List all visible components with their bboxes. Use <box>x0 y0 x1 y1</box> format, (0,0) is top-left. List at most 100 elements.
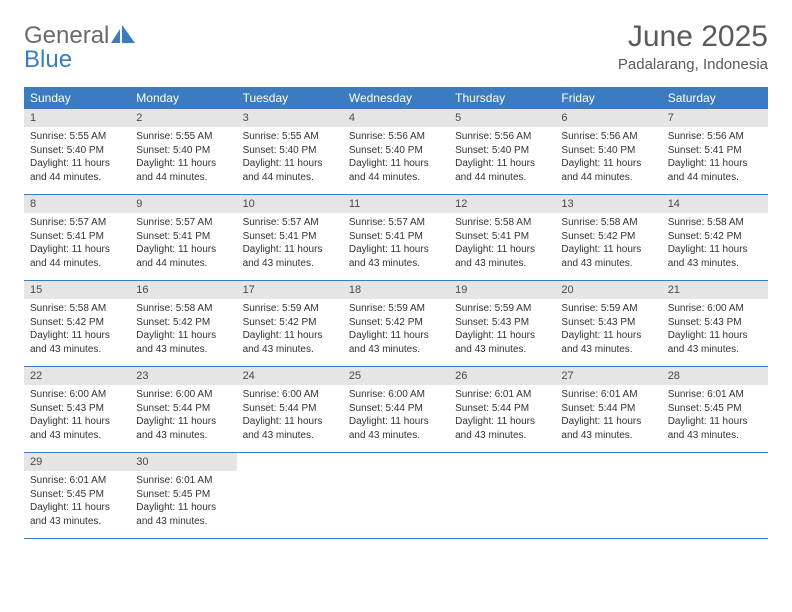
sunrise-text: Sunrise: 5:57 AM <box>30 216 124 230</box>
daylight-text-2: and 43 minutes. <box>30 515 124 529</box>
day-details: Sunrise: 6:01 AMSunset: 5:44 PMDaylight:… <box>555 385 661 452</box>
day-number: 18 <box>343 281 449 299</box>
day-cell: 12Sunrise: 5:58 AMSunset: 5:41 PMDayligh… <box>449 195 555 281</box>
daylight-text-1: Daylight: 11 hours <box>668 157 762 171</box>
day-details: Sunrise: 6:01 AMSunset: 5:45 PMDaylight:… <box>24 471 130 538</box>
day-cell: 1Sunrise: 5:55 AMSunset: 5:40 PMDaylight… <box>24 109 130 195</box>
day-number: 13 <box>555 195 661 213</box>
day-number: 23 <box>130 367 236 385</box>
daylight-text-1: Daylight: 11 hours <box>136 501 230 515</box>
day-cell: 18Sunrise: 5:59 AMSunset: 5:42 PMDayligh… <box>343 281 449 367</box>
daylight-text-2: and 43 minutes. <box>243 257 337 271</box>
day-header-sat: Saturday <box>662 87 768 109</box>
logo-general: General <box>24 22 109 49</box>
day-details: Sunrise: 6:01 AMSunset: 5:44 PMDaylight:… <box>449 385 555 452</box>
day-cell: 28Sunrise: 6:01 AMSunset: 5:45 PMDayligh… <box>662 367 768 453</box>
day-number: 15 <box>24 281 130 299</box>
day-details: Sunrise: 6:01 AMSunset: 5:45 PMDaylight:… <box>130 471 236 538</box>
daylight-text-1: Daylight: 11 hours <box>349 243 443 257</box>
daylight-text-1: Daylight: 11 hours <box>561 415 655 429</box>
day-cell: 24Sunrise: 6:00 AMSunset: 5:44 PMDayligh… <box>237 367 343 453</box>
calendar-body: 1Sunrise: 5:55 AMSunset: 5:40 PMDaylight… <box>24 109 768 539</box>
sunrise-text: Sunrise: 6:00 AM <box>136 388 230 402</box>
daylight-text-2: and 43 minutes. <box>561 257 655 271</box>
daylight-text-1: Daylight: 11 hours <box>243 329 337 343</box>
daylight-text-1: Daylight: 11 hours <box>455 243 549 257</box>
sunrise-text: Sunrise: 6:00 AM <box>243 388 337 402</box>
sunrise-text: Sunrise: 5:57 AM <box>243 216 337 230</box>
day-number: 17 <box>237 281 343 299</box>
daylight-text-2: and 44 minutes. <box>136 257 230 271</box>
daylight-text-1: Daylight: 11 hours <box>561 157 655 171</box>
day-number: 25 <box>343 367 449 385</box>
day-header-thu: Thursday <box>449 87 555 109</box>
day-details: Sunrise: 5:58 AMSunset: 5:42 PMDaylight:… <box>130 299 236 366</box>
sunset-text: Sunset: 5:43 PM <box>455 316 549 330</box>
day-details: Sunrise: 6:00 AMSunset: 5:43 PMDaylight:… <box>662 299 768 366</box>
daylight-text-1: Daylight: 11 hours <box>243 157 337 171</box>
daylight-text-2: and 44 minutes. <box>349 171 443 185</box>
sunset-text: Sunset: 5:40 PM <box>349 144 443 158</box>
day-details: Sunrise: 5:56 AMSunset: 5:40 PMDaylight:… <box>555 127 661 194</box>
day-number: 27 <box>555 367 661 385</box>
day-number: 5 <box>449 109 555 127</box>
day-number: 28 <box>662 367 768 385</box>
sunset-text: Sunset: 5:40 PM <box>561 144 655 158</box>
day-cell: 25Sunrise: 6:00 AMSunset: 5:44 PMDayligh… <box>343 367 449 453</box>
day-details: Sunrise: 6:01 AMSunset: 5:45 PMDaylight:… <box>662 385 768 452</box>
day-cell: 10Sunrise: 5:57 AMSunset: 5:41 PMDayligh… <box>237 195 343 281</box>
day-header-row: Sunday Monday Tuesday Wednesday Thursday… <box>24 87 768 109</box>
daylight-text-2: and 43 minutes. <box>349 429 443 443</box>
sunrise-text: Sunrise: 6:01 AM <box>668 388 762 402</box>
daylight-text-1: Daylight: 11 hours <box>136 157 230 171</box>
day-cell: 11Sunrise: 5:57 AMSunset: 5:41 PMDayligh… <box>343 195 449 281</box>
daylight-text-2: and 44 minutes. <box>243 171 337 185</box>
week-row: 29Sunrise: 6:01 AMSunset: 5:45 PMDayligh… <box>24 453 768 539</box>
day-details: Sunrise: 5:58 AMSunset: 5:42 PMDaylight:… <box>662 213 768 280</box>
day-cell: 21Sunrise: 6:00 AMSunset: 5:43 PMDayligh… <box>662 281 768 367</box>
day-cell: 5Sunrise: 5:56 AMSunset: 5:40 PMDaylight… <box>449 109 555 195</box>
day-number: 8 <box>24 195 130 213</box>
sunrise-text: Sunrise: 5:58 AM <box>30 302 124 316</box>
week-row: 1Sunrise: 5:55 AMSunset: 5:40 PMDaylight… <box>24 109 768 195</box>
sunset-text: Sunset: 5:44 PM <box>561 402 655 416</box>
day-number: 12 <box>449 195 555 213</box>
day-cell <box>662 453 768 539</box>
daylight-text-2: and 43 minutes. <box>455 343 549 357</box>
sunrise-text: Sunrise: 6:00 AM <box>668 302 762 316</box>
page-title: June 2025 <box>618 20 768 54</box>
sunset-text: Sunset: 5:42 PM <box>30 316 124 330</box>
sunset-text: Sunset: 5:42 PM <box>349 316 443 330</box>
day-number: 10 <box>237 195 343 213</box>
daylight-text-1: Daylight: 11 hours <box>30 329 124 343</box>
day-details: Sunrise: 5:56 AMSunset: 5:40 PMDaylight:… <box>449 127 555 194</box>
daylight-text-2: and 43 minutes. <box>243 429 337 443</box>
day-number: 30 <box>130 453 236 471</box>
daylight-text-1: Daylight: 11 hours <box>349 329 443 343</box>
daylight-text-2: and 44 minutes. <box>136 171 230 185</box>
daylight-text-2: and 44 minutes. <box>30 171 124 185</box>
sunrise-text: Sunrise: 5:58 AM <box>136 302 230 316</box>
daylight-text-2: and 43 minutes. <box>136 429 230 443</box>
day-number: 14 <box>662 195 768 213</box>
daylight-text-2: and 43 minutes. <box>30 343 124 357</box>
daylight-text-1: Daylight: 11 hours <box>455 157 549 171</box>
sunrise-text: Sunrise: 5:55 AM <box>243 130 337 144</box>
day-details: Sunrise: 5:59 AMSunset: 5:43 PMDaylight:… <box>449 299 555 366</box>
sunset-text: Sunset: 5:43 PM <box>30 402 124 416</box>
daylight-text-1: Daylight: 11 hours <box>136 243 230 257</box>
daylight-text-2: and 43 minutes. <box>349 343 443 357</box>
sunset-text: Sunset: 5:40 PM <box>30 144 124 158</box>
day-cell: 14Sunrise: 5:58 AMSunset: 5:42 PMDayligh… <box>662 195 768 281</box>
sunset-text: Sunset: 5:42 PM <box>668 230 762 244</box>
daylight-text-2: and 43 minutes. <box>561 429 655 443</box>
daylight-text-1: Daylight: 11 hours <box>30 501 124 515</box>
logo-text-block: General Blue <box>24 24 137 72</box>
day-cell: 16Sunrise: 5:58 AMSunset: 5:42 PMDayligh… <box>130 281 236 367</box>
day-cell <box>237 453 343 539</box>
day-details: Sunrise: 5:55 AMSunset: 5:40 PMDaylight:… <box>24 127 130 194</box>
sunset-text: Sunset: 5:44 PM <box>243 402 337 416</box>
day-details: Sunrise: 5:58 AMSunset: 5:42 PMDaylight:… <box>555 213 661 280</box>
daylight-text-2: and 44 minutes. <box>30 257 124 271</box>
day-number: 29 <box>24 453 130 471</box>
